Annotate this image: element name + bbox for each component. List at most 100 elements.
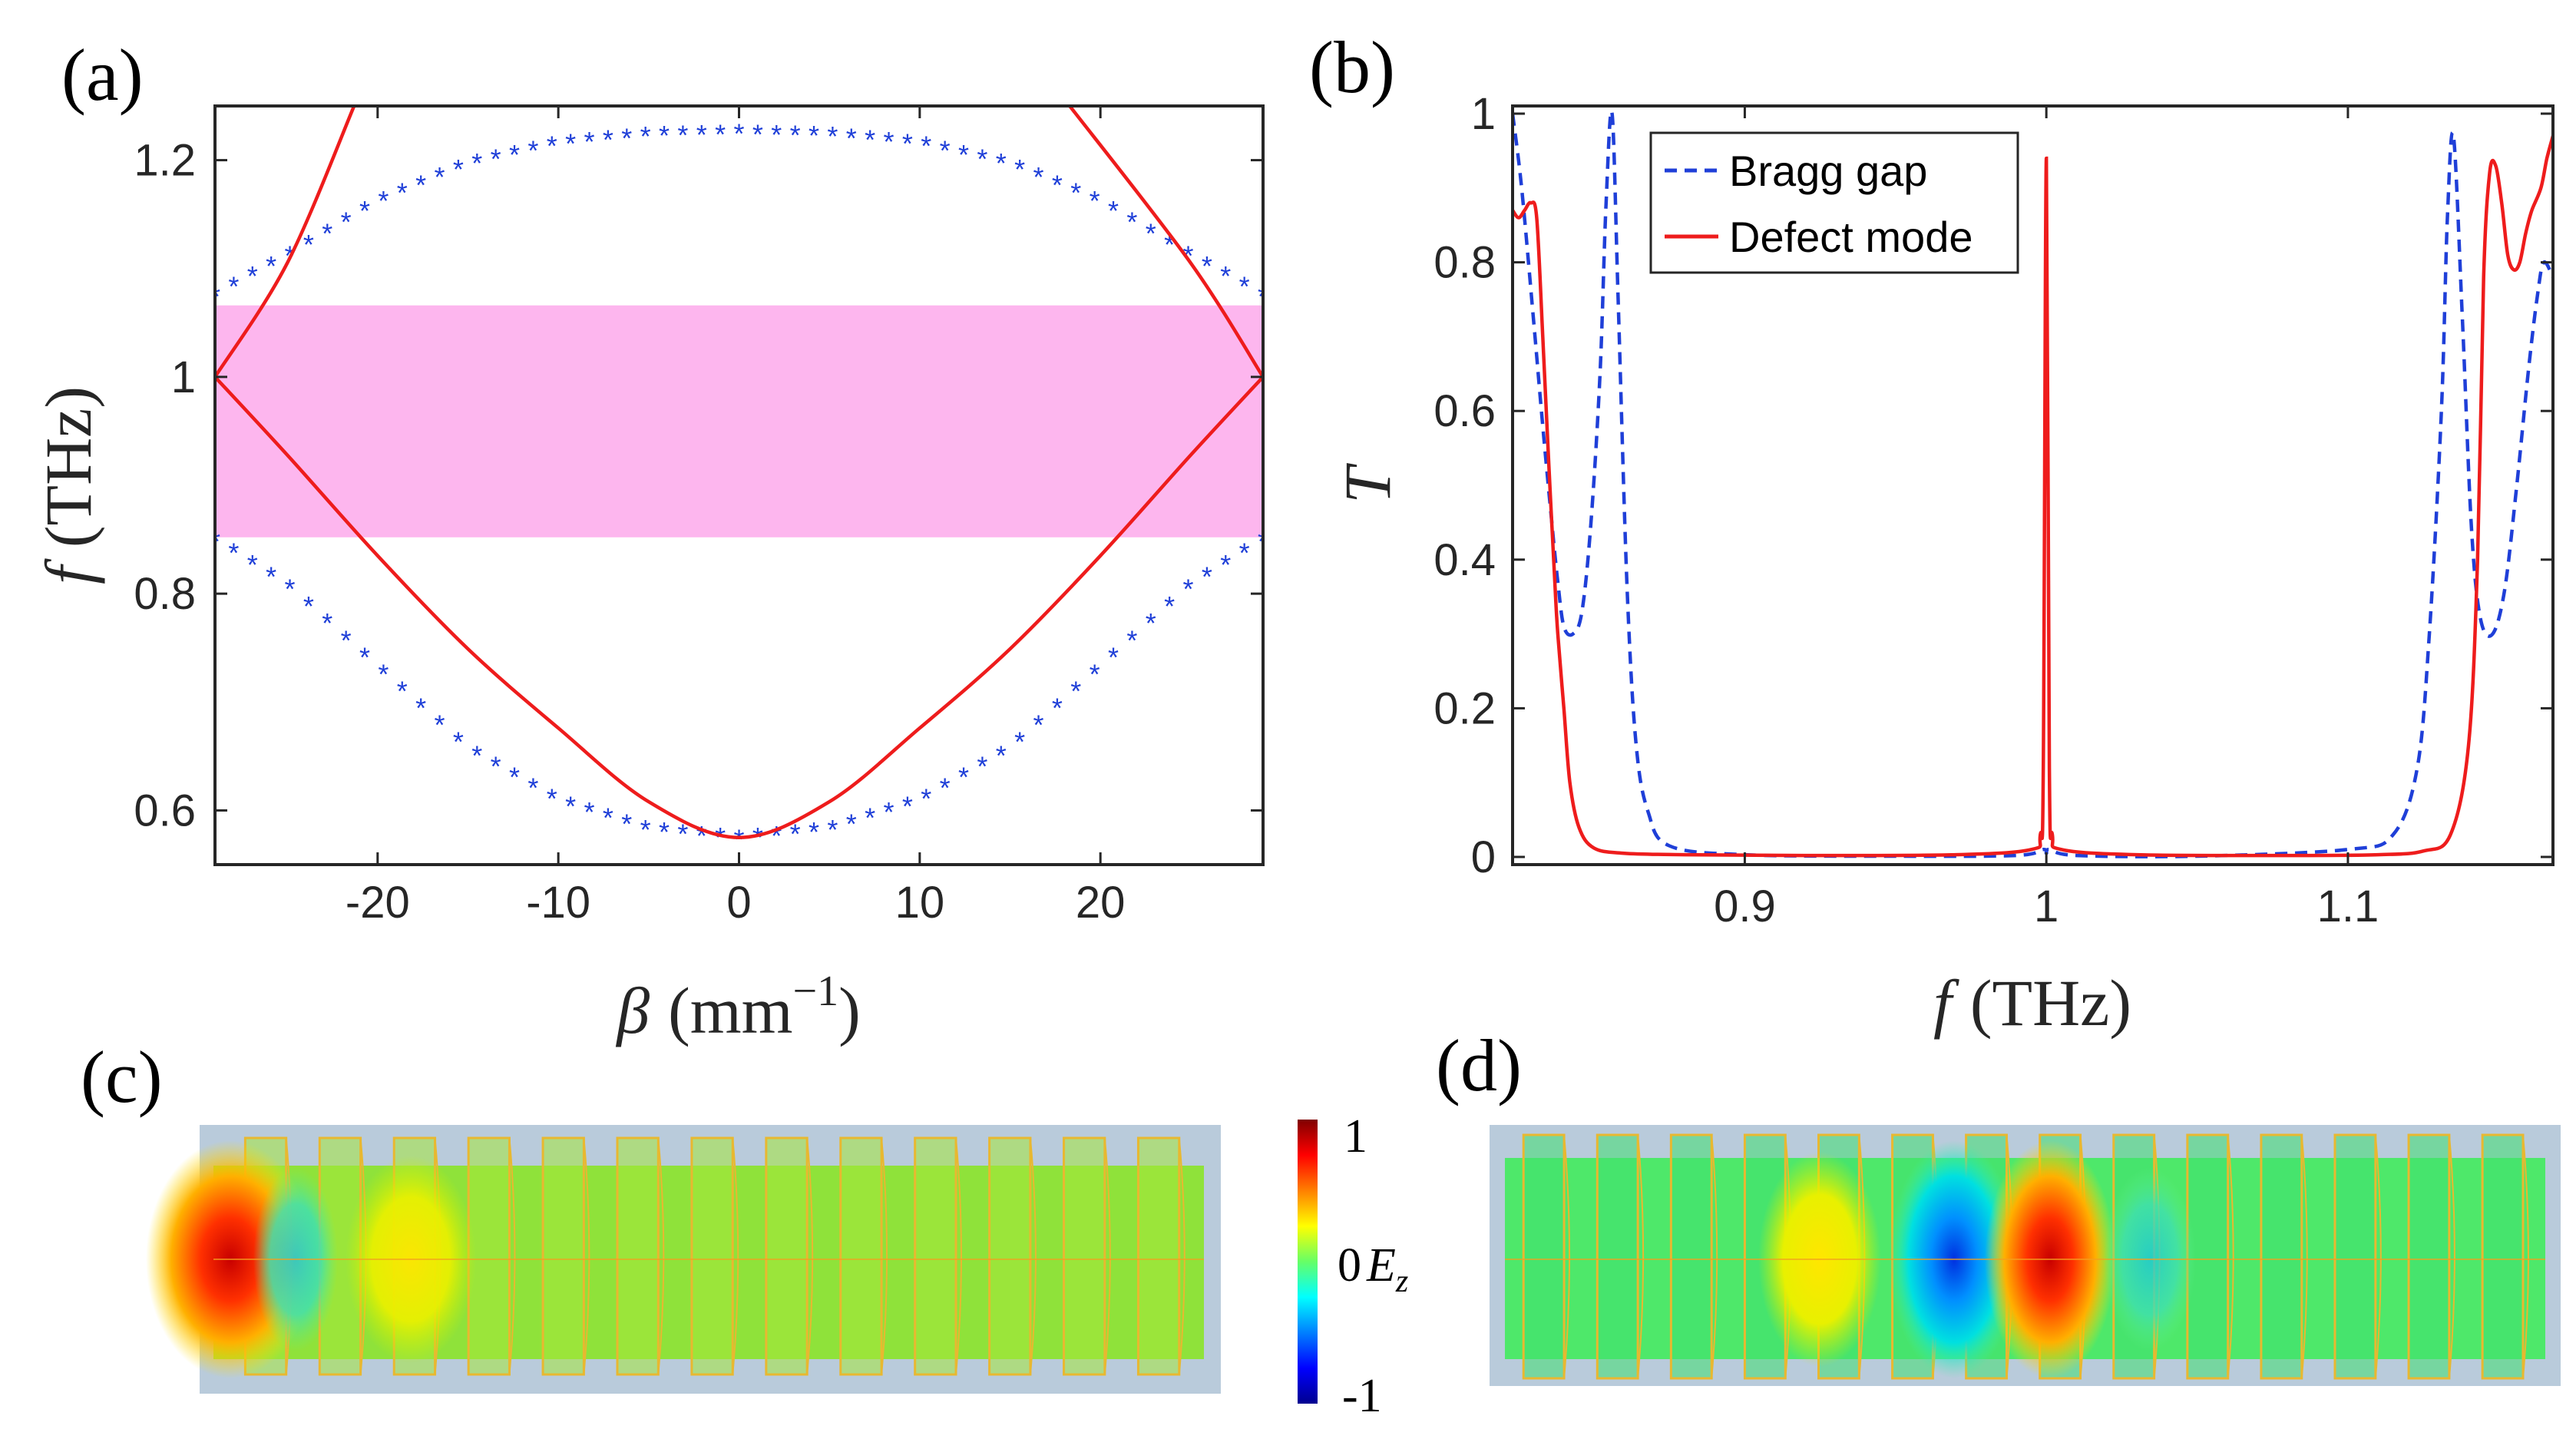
band-star-point: * xyxy=(266,561,276,592)
band-star-point: * xyxy=(696,820,707,852)
dielectric-layer xyxy=(1063,1136,1106,1376)
band-star-point: * xyxy=(247,260,258,292)
band-star-point: * xyxy=(1164,590,1175,622)
band-star-point: * xyxy=(1258,525,1268,557)
band-star-point: * xyxy=(827,121,838,152)
band-star-point: * xyxy=(696,119,707,151)
colorbar-min-label: -1 xyxy=(1342,1370,1382,1422)
dielectric-layer xyxy=(2407,1133,2451,1380)
dielectric-layer xyxy=(988,1136,1032,1376)
panel-a-ylabel: f (THz) xyxy=(31,386,105,584)
band-star-point: * xyxy=(471,740,482,772)
colorbar-max-label: 1 xyxy=(1344,1110,1367,1163)
band-star-point: * xyxy=(397,676,408,707)
panel-b-transmission-chart: 0.9 1 1.1 0 0.2 0.4 0.6 0.8 1 f (THz) T Bragg ga… xyxy=(1331,89,2555,1040)
y-tick-label: 0.2 xyxy=(1433,683,1496,733)
band-star-point: * xyxy=(359,195,370,227)
panel-b-y-ticks: 0 0.2 0.4 0.6 0.8 1 xyxy=(1433,89,2553,882)
band-star-point: * xyxy=(640,121,651,152)
band-star-point: * xyxy=(210,525,220,557)
band-star-point: * xyxy=(341,207,352,238)
band-star-point: * xyxy=(1090,185,1100,217)
band-star-point: * xyxy=(247,549,258,581)
layer-edge-curve xyxy=(508,1137,516,1375)
band-star-point: * xyxy=(1033,710,1043,741)
band-star-point: * xyxy=(659,120,670,151)
band-star-point: * xyxy=(453,154,464,185)
y-tick-label: 0.8 xyxy=(134,569,196,619)
band-star-point: * xyxy=(771,820,782,852)
band-star-point: * xyxy=(378,659,389,690)
band-star-point: * xyxy=(996,147,1007,179)
band-star-point: * xyxy=(677,119,688,151)
series-defect-mode xyxy=(1513,135,2553,858)
panel-b-legend: Bragg gap Defect mode xyxy=(1649,131,2019,274)
band-star-point: * xyxy=(1070,177,1081,209)
layer-edge-curve xyxy=(1637,1134,1645,1379)
band-star-point: * xyxy=(752,822,763,853)
band-star-point: * xyxy=(958,139,969,170)
legend-box xyxy=(1649,131,2019,274)
x-tick-label: 10 xyxy=(895,878,945,928)
band-star-point: * xyxy=(715,118,726,150)
band-star-point: * xyxy=(453,726,464,757)
y-tick-label: 1.2 xyxy=(134,136,196,186)
band-star-point: * xyxy=(733,824,744,855)
layer-edge-curve xyxy=(732,1137,739,1375)
ylabel-a-unit: (THz) xyxy=(31,386,105,547)
band-gap-region xyxy=(215,305,1263,538)
x-tick-label: 20 xyxy=(1076,878,1126,928)
band-star-point: * xyxy=(547,783,557,815)
band-star-point: * xyxy=(752,118,763,150)
light-line-2 xyxy=(215,375,1263,839)
band-star-point: * xyxy=(1090,659,1100,690)
layer-edge-curve xyxy=(1178,1137,1185,1375)
band-star-point: * xyxy=(228,270,239,302)
panel-b-axes-box xyxy=(1511,104,2555,866)
layer-edge-curve xyxy=(583,1137,590,1375)
band-star-point: * xyxy=(1146,217,1156,249)
band-star-point: * xyxy=(322,607,332,639)
colorbar: 1 0 Ez -1 xyxy=(1298,1110,1408,1422)
layer-edge-curve xyxy=(1029,1137,1037,1375)
band-star-point: * xyxy=(434,710,445,741)
y-tick-label: 0.4 xyxy=(1433,535,1496,585)
dielectric-layer xyxy=(2333,1133,2377,1380)
band-star-point: * xyxy=(491,751,501,782)
light-line-4 xyxy=(1068,106,1263,379)
panel-a-dispersion-chart: * * * * * * * * * * * * * * * * * * * * * * * * * * * * * * * * * * * * * * * *… xyxy=(31,104,1268,1047)
layer-edge-curve xyxy=(881,1137,888,1375)
band-star-point: * xyxy=(303,590,314,622)
band-star-point: * xyxy=(996,740,1007,772)
band-star-point: * xyxy=(1052,169,1063,200)
panel-label-c: (c) xyxy=(81,1036,163,1118)
band-star-point: * xyxy=(1202,250,1212,282)
band-star-point: * xyxy=(527,772,538,804)
band-star-point: * xyxy=(415,693,426,724)
band-star-point: * xyxy=(1220,549,1231,581)
dielectric-layer xyxy=(1136,1136,1181,1376)
xlabel-a-unit: (mm xyxy=(668,974,792,1047)
layer-edge-curve xyxy=(2448,1134,2455,1379)
band-star-point: * xyxy=(677,819,688,850)
band-star-point: * xyxy=(958,762,969,793)
layer-edge-curve xyxy=(2300,1134,2308,1379)
band-star-point: * xyxy=(509,762,520,793)
band-star-point: * xyxy=(1014,726,1025,757)
band-star-point: * xyxy=(790,819,801,850)
panel-d-field-map xyxy=(1490,1125,2561,1386)
band-star-point: * xyxy=(883,796,894,828)
y-tick-label: 1 xyxy=(1471,89,1496,139)
dielectric-layer xyxy=(914,1136,957,1376)
band-star-point: * xyxy=(341,624,352,656)
band-star-point: * xyxy=(846,808,857,839)
band-star-point: * xyxy=(621,808,632,839)
x-tick-label: 1.1 xyxy=(2317,882,2379,931)
band-star-point: * xyxy=(715,822,726,853)
layer-edge-curve xyxy=(1103,1137,1111,1375)
panel-label-d: (d) xyxy=(1436,1024,1522,1106)
y-tick-label: 0.6 xyxy=(1433,386,1496,436)
band-star-point: * xyxy=(378,185,389,217)
band-star-point: * xyxy=(210,280,220,312)
band-star-point: * xyxy=(733,118,744,150)
